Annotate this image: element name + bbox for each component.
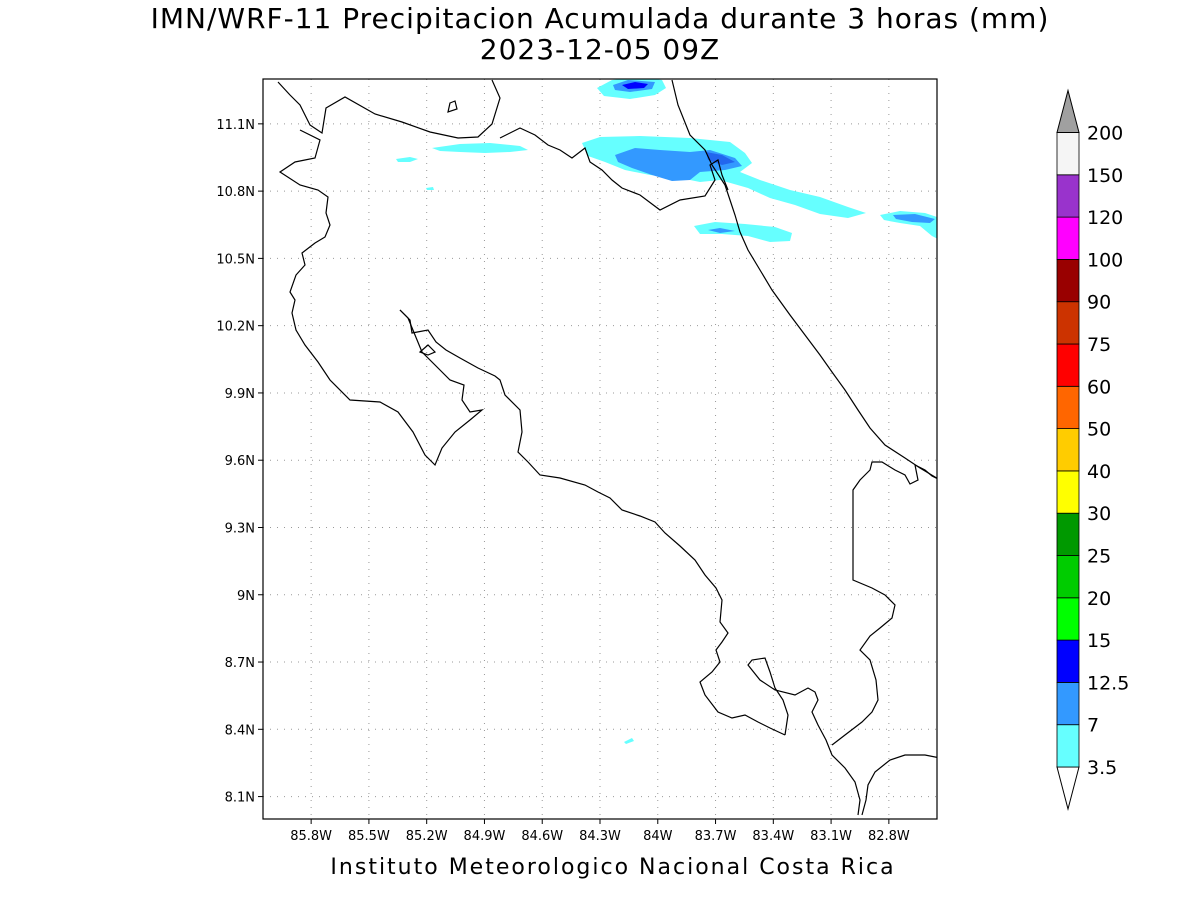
nicaragua-border xyxy=(499,127,729,211)
lon-tick-label: 85.5W xyxy=(348,829,390,844)
legend-label: 30 xyxy=(1087,503,1111,525)
color-legend: 3.5 7 12.5 15 20 25 30 40 50 60 75 90 100 120 150 200 xyxy=(1056,88,1129,811)
precip-band-light xyxy=(582,136,866,218)
lat-tick-label: 9.6N xyxy=(225,454,255,469)
precip-patch-west xyxy=(432,143,528,153)
lon-tick-label: 84.3W xyxy=(579,829,621,844)
legend-swatch xyxy=(1056,343,1080,387)
lon-tick-label: 84W xyxy=(643,829,673,844)
lat-tick-label: 11.1N xyxy=(216,118,255,133)
lat-tick-label: 10.5N xyxy=(216,252,255,267)
legend-max-arrow xyxy=(1056,88,1080,133)
pacific-coast xyxy=(277,79,501,139)
legend-label: 20 xyxy=(1087,588,1111,610)
legend-swatch xyxy=(1056,724,1080,768)
lat-tick-label: 10.2N xyxy=(216,320,255,335)
legend-label: 3.5 xyxy=(1087,757,1117,779)
legend-label: 200 xyxy=(1087,123,1123,145)
legend-swatch xyxy=(1056,597,1080,641)
latitude-axis: 11.1N 10.8N 10.5N 10.2N 9.9N 9.6N 9.3N 9N 8.7N 8.… xyxy=(216,118,263,806)
lon-tick-label: 83.7W xyxy=(695,829,737,844)
legend-swatch xyxy=(1056,301,1080,345)
south-border xyxy=(861,754,937,816)
coastline xyxy=(277,79,937,816)
precip-patch-east-medium xyxy=(893,214,935,223)
map-frame xyxy=(262,78,938,820)
precip-patch-south xyxy=(694,222,792,242)
legend-swatch xyxy=(1056,132,1080,176)
precipitation-field xyxy=(396,79,937,744)
osa-peninsula xyxy=(747,657,861,816)
map-grid xyxy=(263,79,937,819)
legend-label: 90 xyxy=(1087,292,1111,314)
gulf-island xyxy=(418,344,437,356)
precip-cell-heavy xyxy=(622,82,648,89)
legend-swatch xyxy=(1056,682,1080,726)
precip-patch-dot xyxy=(426,187,434,190)
legend-label: 40 xyxy=(1087,461,1111,483)
lat-tick-label: 9.3N xyxy=(225,521,255,536)
legend-label: 75 xyxy=(1087,334,1111,356)
lat-tick-label: 10.8N xyxy=(216,185,255,200)
golfito-coast xyxy=(831,461,937,746)
lon-tick-label: 83.1W xyxy=(810,829,852,844)
legend-swatch xyxy=(1056,470,1080,514)
map-title: IMN/WRF-11 Precipitacion Acumulada duran… xyxy=(150,2,1050,35)
longitude-axis: 85.8W 85.5W 85.2W 84.9W 84.6W 84.3W 84W 83.7W 83… xyxy=(290,819,910,844)
lat-tick-label: 8.4N xyxy=(225,723,255,738)
lake-islet xyxy=(447,100,458,113)
lat-tick-label: 9N xyxy=(237,589,255,604)
legend-swatch xyxy=(1056,512,1080,556)
legend-label: 120 xyxy=(1087,207,1123,229)
legend-swatch xyxy=(1056,639,1080,683)
nicoya-coast xyxy=(278,129,485,467)
legend-label: 60 xyxy=(1087,376,1111,398)
precip-patch-tiny xyxy=(624,738,634,744)
legend-swatch xyxy=(1056,428,1080,472)
lat-tick-label: 9.9N xyxy=(225,387,255,402)
legend-label: 15 xyxy=(1087,630,1111,652)
caribbean-coast xyxy=(671,79,937,479)
footer-credit: Instituto Meteorologico Nacional Costa R… xyxy=(330,855,896,880)
lon-tick-label: 85.8W xyxy=(290,829,332,844)
legend-min-arrow xyxy=(1056,766,1080,811)
map-date: 2023-12-05 09Z xyxy=(479,33,721,66)
legend-label: 12.5 xyxy=(1087,672,1129,694)
legend-swatch xyxy=(1056,258,1080,303)
legend-swatch xyxy=(1056,174,1080,218)
lon-tick-label: 84.9W xyxy=(464,829,506,844)
lon-tick-label: 84.6W xyxy=(521,829,563,844)
legend-label: 150 xyxy=(1087,165,1123,187)
precip-patch-small xyxy=(396,157,418,162)
lat-tick-label: 8.1N xyxy=(225,791,255,806)
lon-tick-label: 83.4W xyxy=(752,829,794,844)
lon-tick-label: 85.2W xyxy=(406,829,448,844)
legend-swatch xyxy=(1056,216,1080,260)
legend-label: 100 xyxy=(1087,249,1123,271)
legend-label: 25 xyxy=(1087,546,1111,568)
central-pacific-coast xyxy=(399,309,786,736)
lon-tick-label: 82.8W xyxy=(868,829,910,844)
legend-label: 50 xyxy=(1087,419,1111,441)
precip-patch-south-medium xyxy=(708,228,735,233)
legend-label: 7 xyxy=(1087,715,1099,737)
lat-tick-label: 8.7N xyxy=(225,656,255,671)
precip-band-heavy xyxy=(706,152,735,165)
legend-swatch xyxy=(1056,555,1080,599)
legend-swatch xyxy=(1056,385,1080,429)
